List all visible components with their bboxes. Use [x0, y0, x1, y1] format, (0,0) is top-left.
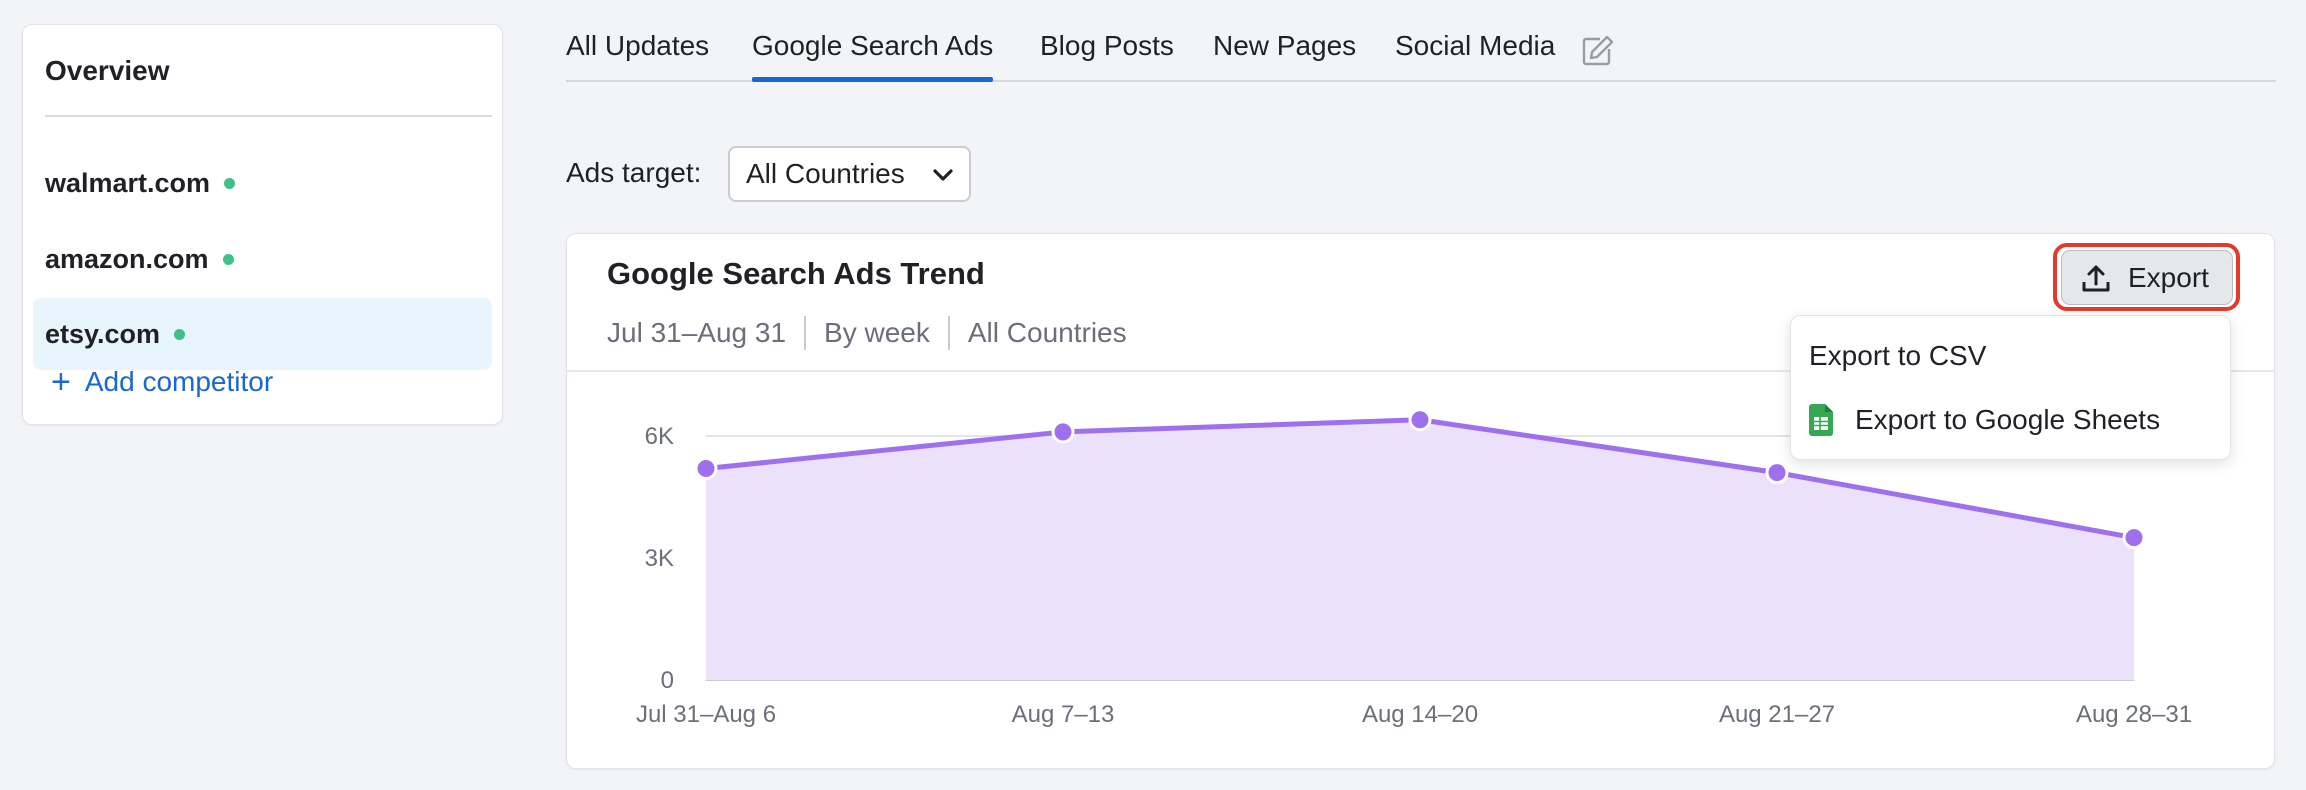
export-highlight-ring	[2053, 243, 2240, 311]
competitor-domain: amazon.com	[45, 243, 209, 274]
data-point[interactable]	[1408, 408, 1432, 432]
status-dot	[174, 328, 186, 340]
sidebar-title[interactable]: Overview	[45, 55, 170, 86]
add-competitor-button[interactable]: + Add competitor	[51, 365, 273, 399]
status-dot	[222, 253, 234, 265]
tab-all-updates[interactable]: All Updates	[566, 30, 710, 61]
ads-target-label: Ads target:	[566, 157, 702, 188]
ads-target-select[interactable]: All Countries	[728, 146, 971, 202]
tab-bar: All Updates Google Search Ads Blog Posts…	[566, 30, 2276, 82]
data-point[interactable]	[1051, 420, 1075, 444]
export-csv-label: Export to CSV	[1809, 340, 1987, 371]
chevron-down-icon	[933, 169, 953, 181]
meta-separator	[804, 316, 807, 350]
sidebar-item-walmart[interactable]: walmart.com	[33, 147, 492, 219]
export-label: Export	[2128, 261, 2209, 293]
export-menu: Export to CSV Export to Google Sheets	[1790, 315, 2231, 460]
data-point[interactable]	[694, 457, 718, 481]
upload-icon	[2082, 265, 2110, 291]
status-dot	[224, 177, 236, 189]
competitor-domain: walmart.com	[45, 167, 211, 198]
tab-blog-posts[interactable]: Blog Posts	[1040, 30, 1174, 61]
tab-new-pages[interactable]: New Pages	[1213, 30, 1357, 61]
card-meta: Jul 31–Aug 31 By week All Countries	[607, 316, 1127, 350]
google-sheets-icon	[1809, 404, 1833, 436]
competitor-domain: etsy.com	[45, 318, 161, 349]
export-sheets-label: Export to Google Sheets	[1855, 404, 2161, 435]
add-competitor-label: Add competitor	[84, 366, 274, 397]
sidebar-item-amazon[interactable]: amazon.com	[33, 223, 492, 295]
meta-separator	[947, 316, 950, 350]
export-button[interactable]: Export	[2061, 250, 2233, 305]
date-range: Jul 31–Aug 31	[607, 317, 787, 348]
card-title: Google Search Ads Trend	[607, 256, 985, 291]
export-csv-item[interactable]: Export to CSV	[1791, 326, 2230, 386]
plus-icon: +	[51, 363, 71, 401]
card-divider	[567, 370, 2274, 372]
edit-icon[interactable]	[1580, 34, 1614, 68]
granularity: By week	[824, 317, 930, 348]
trend-card: Google Search Ads Trend Jul 31–Aug 31 By…	[566, 233, 2275, 769]
tab-social-media[interactable]: Social Media	[1395, 30, 1556, 61]
sidebar-divider	[45, 115, 492, 117]
data-point[interactable]	[2122, 526, 2146, 550]
export-google-sheets-item[interactable]: Export to Google Sheets	[1791, 390, 2230, 450]
competitor-sidebar: Overview walmart.com amazon.com etsy.com…	[22, 24, 503, 425]
sidebar-item-etsy[interactable]: etsy.com	[33, 298, 492, 370]
data-point[interactable]	[1765, 461, 1789, 485]
region: All Countries	[967, 317, 1127, 348]
tab-google-search-ads[interactable]: Google Search Ads	[752, 30, 994, 82]
ads-target-value: All Countries	[746, 158, 905, 189]
